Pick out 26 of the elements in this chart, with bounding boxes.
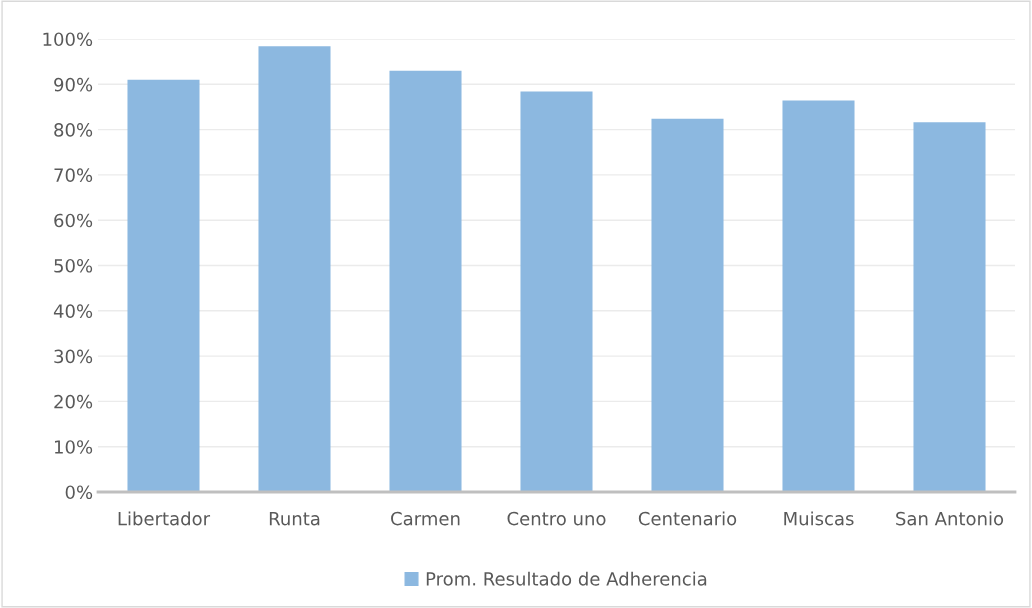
y-tick-label: 100% [43,32,93,47]
x-tick-label: Runta [269,512,320,526]
bar [389,70,462,492]
bar [651,118,724,492]
y-tick-label: 80% [54,123,93,137]
x-tick-label: Libertador [118,511,211,526]
y-tick-label: 20% [54,394,93,409]
bar [520,91,593,492]
y-tick-label: 0% [65,485,93,500]
bar [782,100,855,492]
y-tick-label: 40% [53,304,93,318]
x-tick-label: San Antonio [896,511,1004,526]
y-tick-label: 60% [54,213,93,228]
x-tick-label: Centenario [638,511,737,526]
y-tick-label: 90% [54,77,93,92]
legend-label: Prom. Resultado de Adherencia [426,571,707,586]
y-tick-label: 70% [54,168,93,183]
bar [913,122,986,492]
x-tick-label: Muiscas [784,511,854,526]
y-tick-label: 30% [54,349,93,364]
x-tick-label: Carmen [391,511,460,526]
y-tick-label: 50% [54,258,93,273]
y-tick-label: 10% [54,440,93,454]
bar [258,46,331,492]
x-tick-label: Centro uno [507,511,606,526]
bar [127,79,200,492]
